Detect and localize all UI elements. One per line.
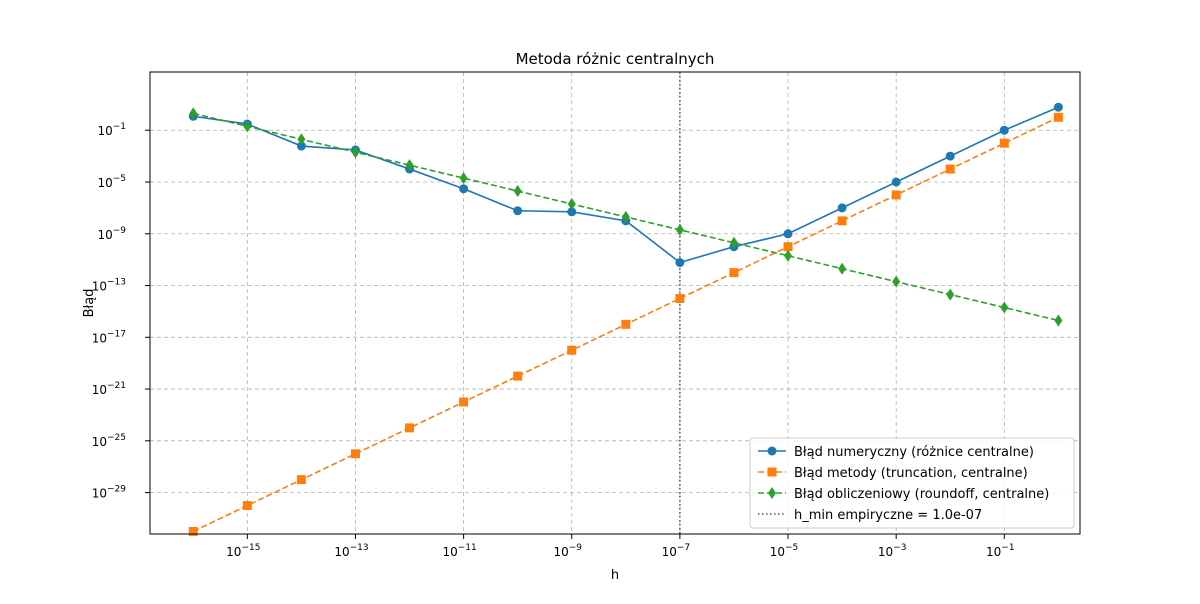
data-point — [459, 397, 469, 407]
y-tick-label: 10−17 — [92, 329, 126, 345]
grid-lines — [150, 72, 1080, 534]
data-point — [621, 319, 631, 329]
y-tick-label: 10−21 — [92, 381, 126, 397]
legend-box — [749, 437, 1075, 529]
legend-label: Błąd metody (truncation, centralne) — [794, 466, 1028, 481]
data-point — [675, 223, 684, 236]
x-tick-label: 10−13 — [334, 543, 368, 559]
data-point — [838, 262, 847, 275]
legend-swatch-marker — [767, 446, 777, 456]
data-point — [567, 207, 577, 217]
data-point — [188, 526, 198, 536]
x-tick-label: 10−15 — [226, 543, 260, 559]
y-tick-label: 10−29 — [92, 485, 127, 501]
data-point — [1053, 112, 1063, 122]
data-point — [946, 288, 955, 301]
series-1 — [188, 102, 1063, 268]
data-point — [513, 185, 522, 198]
x-tick-label: 10−5 — [770, 543, 799, 559]
legend-label: Błąd obliczeniowy (roundoff, centralne) — [794, 487, 1049, 502]
data-point — [513, 371, 523, 381]
data-point — [837, 216, 847, 226]
data-point — [945, 164, 955, 174]
data-point — [297, 133, 306, 146]
chart-title: Metoda różnic centralnych — [516, 50, 715, 68]
data-point — [837, 203, 847, 213]
data-point — [296, 475, 306, 485]
x-tick-label: 10−11 — [442, 543, 476, 559]
data-point — [891, 177, 901, 187]
data-point — [189, 107, 198, 120]
legend-label: Błąd numeryczny (różnice centralne) — [794, 445, 1034, 460]
data-point — [783, 242, 793, 252]
data-point — [784, 249, 793, 262]
data-point — [351, 146, 360, 159]
data-point — [729, 236, 738, 249]
data-point — [567, 345, 577, 355]
data-point — [405, 423, 415, 433]
x-tick-label: 10−7 — [662, 543, 691, 559]
x-tick-label: 10−9 — [553, 543, 582, 559]
data-point — [513, 206, 523, 216]
y-tick-label: 10−25 — [92, 433, 126, 449]
data-point — [350, 449, 360, 459]
data-point — [243, 120, 252, 133]
legend-swatch-marker — [768, 487, 776, 499]
data-point — [1053, 102, 1063, 112]
data-point — [459, 172, 468, 185]
data-point — [945, 151, 955, 161]
data-point — [459, 184, 469, 194]
y-tick-label: 10−1 — [97, 122, 126, 138]
data-point — [999, 138, 1009, 148]
data-point — [729, 268, 739, 278]
series-3 — [189, 107, 1063, 327]
series-layer — [188, 72, 1063, 536]
x-tick-label: 10−1 — [986, 543, 1015, 559]
data-point — [621, 210, 630, 223]
plot-area-frame — [149, 71, 1081, 535]
data-point — [296, 141, 306, 151]
legend-swatch-marker — [767, 467, 777, 477]
y-tick-label: 10−5 — [97, 174, 126, 190]
data-point — [1000, 301, 1009, 314]
series-2 — [188, 112, 1063, 536]
data-point — [783, 229, 793, 239]
legend: Błąd numeryczny (różnice centralne) Błąd … — [749, 437, 1075, 529]
data-point — [405, 159, 414, 172]
data-point — [1054, 314, 1063, 327]
legend-label: h_min empiryczne = 1.0e-07 — [794, 508, 982, 523]
data-point — [675, 293, 685, 303]
y-axis-label: Błąd — [82, 289, 97, 318]
data-point — [675, 258, 685, 268]
data-point — [891, 190, 901, 200]
data-point — [242, 501, 252, 511]
data-point — [892, 275, 901, 288]
data-point — [567, 197, 576, 210]
y-tick-label: 10−9 — [97, 226, 126, 242]
x-axis-label: h — [611, 568, 619, 583]
data-point — [999, 125, 1009, 135]
x-tick-label: 10−3 — [878, 543, 907, 559]
